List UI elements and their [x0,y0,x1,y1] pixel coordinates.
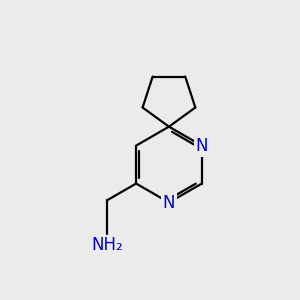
Text: N: N [163,194,175,211]
Text: N: N [196,136,208,154]
Text: NH₂: NH₂ [91,236,123,254]
